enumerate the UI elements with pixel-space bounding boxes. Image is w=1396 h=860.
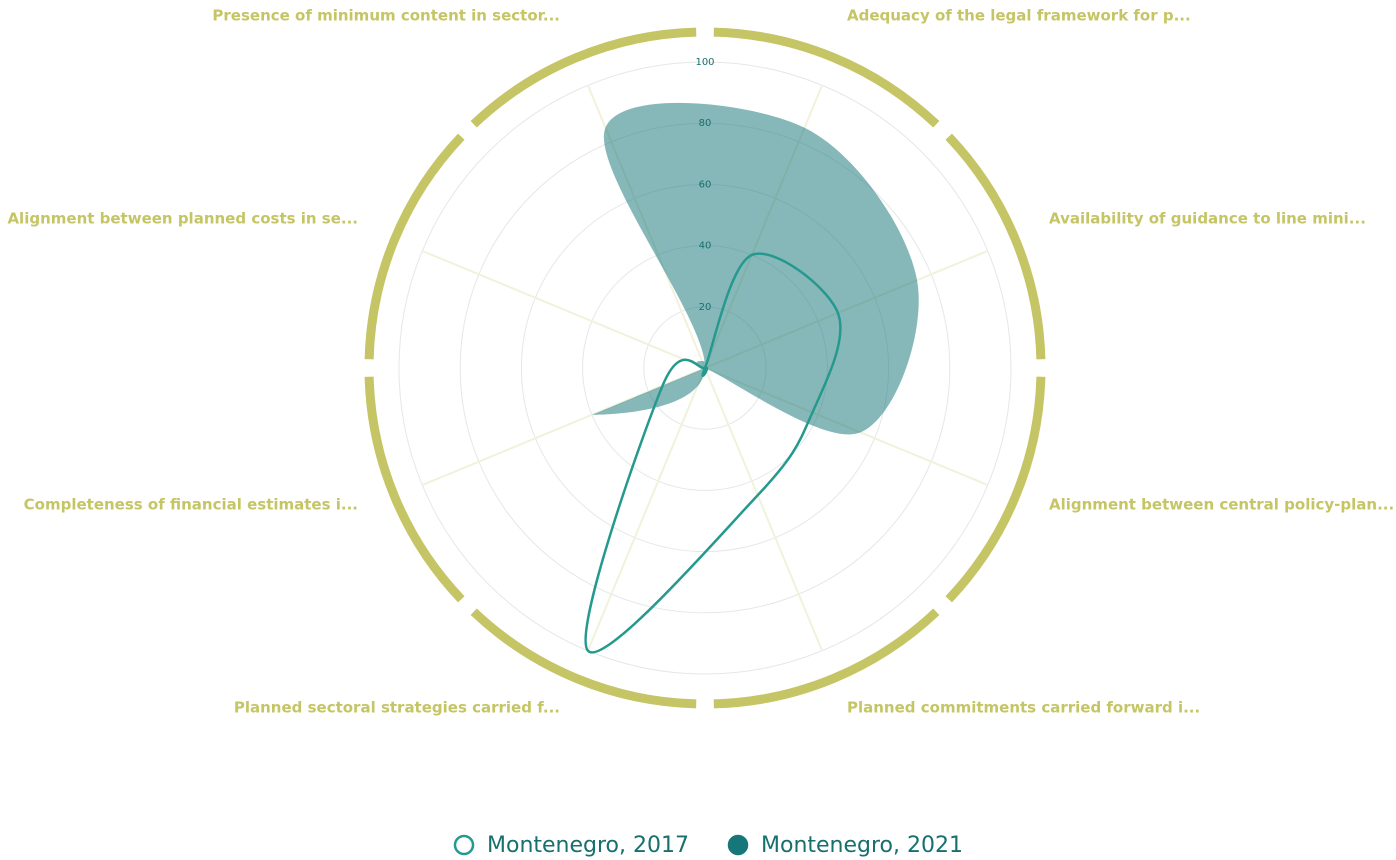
outer-ring	[364, 133, 465, 360]
category-label: Planned sectoral strategies carried f...	[234, 699, 560, 717]
category-label: Presence of minimum content in sector...	[212, 7, 560, 25]
category-label: Availability of guidance to line mini...	[1049, 210, 1366, 228]
tick-label: 100	[695, 57, 714, 68]
outer-ring	[713, 608, 940, 709]
category-label: Completeness of financial estimates i...	[24, 496, 358, 514]
tick-label: 20	[699, 302, 712, 313]
category-label: Alignment between planned costs in se...	[7, 210, 358, 228]
outer-ring	[945, 133, 1046, 360]
category-label: Alignment between central policy-plan...	[1049, 496, 1394, 514]
category-label: Planned commitments carried forward i...	[847, 699, 1200, 717]
outer-ring	[945, 376, 1046, 603]
outer-ring	[470, 27, 697, 128]
spoke	[421, 367, 706, 487]
tick-label: 40	[699, 241, 712, 252]
spoke	[704, 367, 824, 652]
spoke	[586, 367, 706, 652]
legend-marker	[453, 834, 475, 856]
legend-label: Montenegro, 2021	[761, 833, 963, 858]
grid-circle	[398, 61, 1012, 675]
series-shape	[584, 252, 842, 654]
outer-ring	[470, 608, 697, 709]
outer-ring	[713, 27, 940, 128]
spoke	[421, 249, 706, 369]
legend-label: Montenegro, 2017	[487, 833, 689, 858]
series-shape	[591, 102, 919, 435]
tick-label: 60	[699, 179, 712, 190]
legend-marker	[727, 834, 749, 856]
category-label: Adequacy of the legal framework for p...	[847, 7, 1191, 25]
outer-ring	[364, 376, 465, 603]
tick-label: 80	[699, 118, 712, 129]
